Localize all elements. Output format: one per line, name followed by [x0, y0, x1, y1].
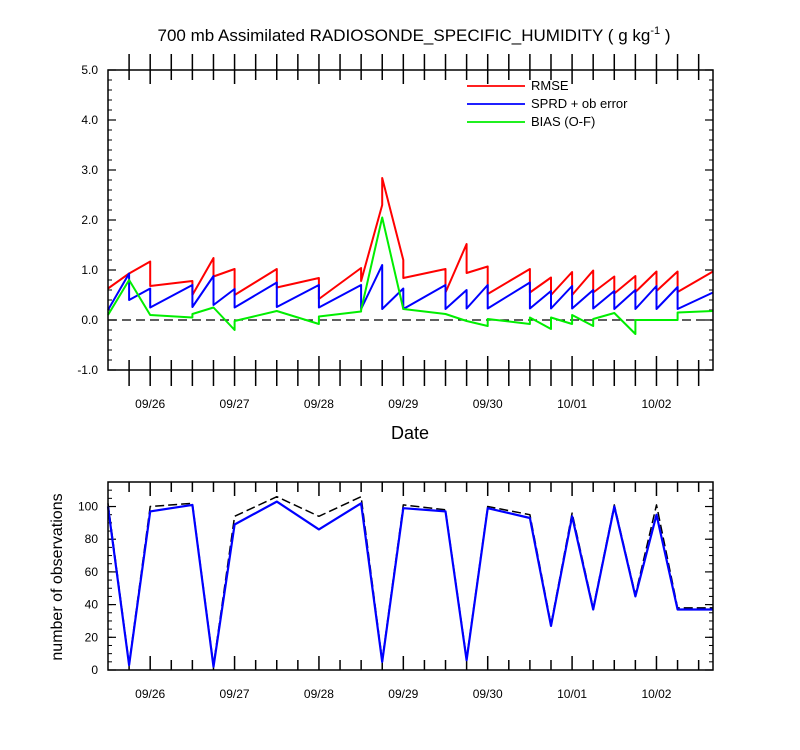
bottom-plot-frame	[107, 481, 714, 671]
x-tick-label: 09/30	[473, 397, 503, 411]
top-plot-frame	[107, 69, 714, 371]
x-tick-label: 09/27	[220, 397, 250, 411]
x-tick-label: 09/30	[473, 687, 503, 701]
x-tick-label: 09/27	[220, 687, 250, 701]
top-series-group	[107, 177, 714, 335]
x-tick-label: 09/26	[135, 397, 165, 411]
top-panel: -1.0 0.0 1.0 2.0 3.0 4.0 5.0 09/26 09/27 09/28 09/…	[77, 54, 714, 443]
x-tick-label: 10/01	[557, 397, 587, 411]
bottom-axis-ticks	[108, 481, 713, 671]
y-tick-label: 40	[85, 598, 99, 612]
legend-label-spread: SPRD + ob error	[531, 96, 628, 111]
x-tick-label: 09/26	[135, 687, 165, 701]
y-tick-label: 0.0	[81, 313, 98, 327]
y-tick-label: 3.0	[81, 163, 98, 177]
title-suffix: )	[660, 26, 670, 45]
x-tick-label: 09/28	[304, 397, 334, 411]
y-tick-label: -1.0	[77, 363, 98, 377]
x-axis-label: Date	[391, 423, 429, 443]
y-tick-label: 60	[85, 565, 99, 579]
legend-label-rmse: RMSE	[531, 78, 569, 93]
y-tick-label: 80	[85, 532, 99, 546]
y-tick-label: 2.0	[81, 213, 98, 227]
bottom-panel: 0 20 40 60 80 100 09/26 09/27 09/28 09/29 09/30 10/…	[49, 481, 714, 701]
legend: RMSE SPRD + ob error BIAS (O-F)	[467, 78, 628, 129]
series-line-obs-used	[106, 500, 713, 668]
x-tick-label: 09/29	[388, 687, 418, 701]
y-tick-label: 1.0	[81, 263, 98, 277]
y-tick-label: 5.0	[81, 63, 98, 77]
y-axis-label-observations: number of observations	[49, 493, 66, 660]
series-line-bias	[107, 216, 714, 335]
series-line-obs-possible	[107, 495, 713, 666]
series-line-rmse	[107, 177, 714, 300]
series-line-spread	[107, 264, 714, 311]
chart-title: 700 mb Assimilated RADIOSONDE_SPECIFIC_H…	[158, 25, 671, 45]
title-superscript: -1	[650, 25, 660, 37]
y-tick-label: 0	[91, 663, 98, 677]
y-tick-label: 100	[78, 500, 98, 514]
y-tick-label: 20	[85, 630, 99, 644]
bottom-tick-labels: 0 20 40 60 80 100 09/26 09/27 09/28 09/29 09/30 10/…	[78, 500, 672, 701]
x-tick-label: 10/01	[557, 687, 587, 701]
x-tick-label: 09/29	[388, 397, 418, 411]
title-prefix: 700 mb Assimilated RADIOSONDE_SPECIFIC_H…	[158, 26, 651, 45]
y-tick-label: 4.0	[81, 113, 98, 127]
x-tick-label: 10/02	[641, 687, 671, 701]
x-tick-label: 10/02	[641, 397, 671, 411]
legend-label-bias: BIAS (O-F)	[531, 114, 595, 129]
x-tick-label: 09/28	[304, 687, 334, 701]
bottom-series-group	[106, 495, 713, 668]
top-tick-labels: -1.0 0.0 1.0 2.0 3.0 4.0 5.0 09/26 09/27 09/28 09/…	[77, 63, 671, 411]
